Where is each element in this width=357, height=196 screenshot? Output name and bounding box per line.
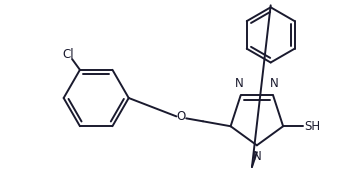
Text: N: N <box>270 77 278 91</box>
Text: N: N <box>252 150 261 163</box>
Text: Cl: Cl <box>62 48 74 61</box>
Text: O: O <box>177 110 186 123</box>
Text: N: N <box>235 77 244 91</box>
Text: SH: SH <box>304 120 320 133</box>
